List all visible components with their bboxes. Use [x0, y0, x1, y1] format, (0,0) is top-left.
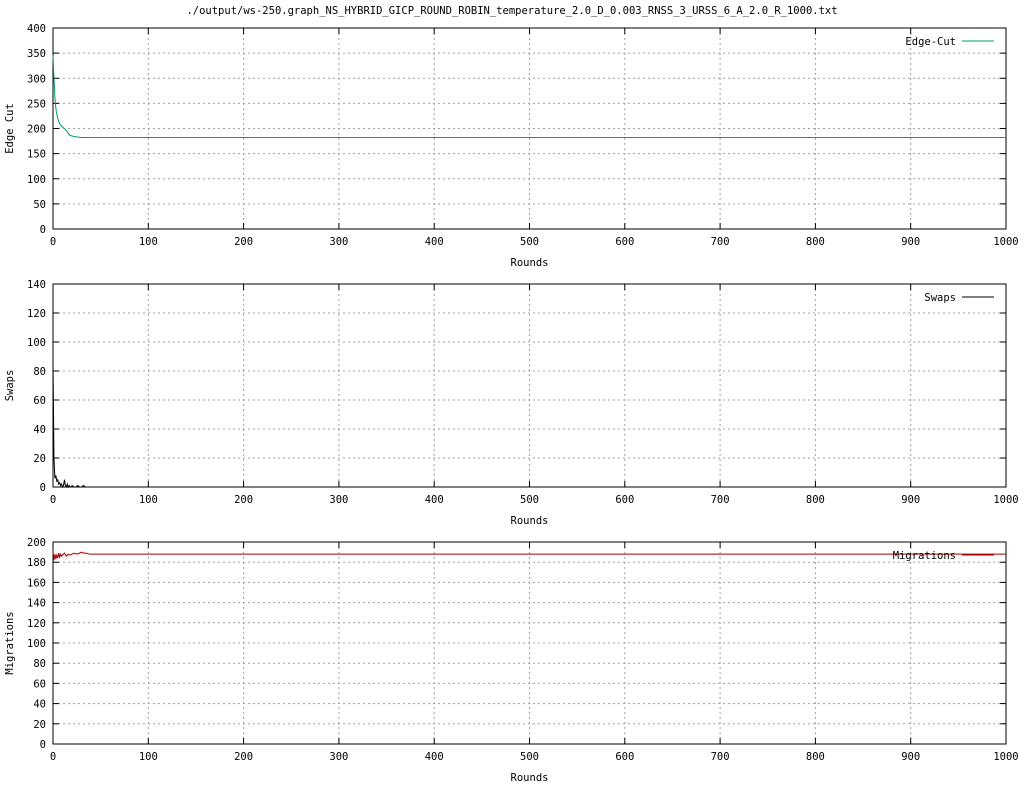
migrations-ytick-label: 0 [40, 739, 46, 751]
swaps-ytick-label: 120 [27, 308, 46, 320]
swaps-xtick-label: 700 [711, 494, 730, 506]
edge-cut-xtick-label: 400 [425, 236, 444, 248]
edge-cut-panel: 0 100 200 300 400 500 600 700 800 900 1000 0 50 100 15… [4, 23, 1019, 269]
migrations-ytick-label: 200 [27, 537, 46, 549]
migrations-xtick-label: 0 [50, 751, 56, 763]
edge-cut-legend-label: Edge-Cut [905, 36, 956, 48]
migrations-xtick-label: 200 [234, 751, 253, 763]
migrations-x-axis-label: Rounds [511, 772, 549, 784]
swaps-ytick-label: 80 [33, 366, 46, 378]
migrations-xtick-label: 900 [901, 751, 920, 763]
migrations-ytick-label: 80 [33, 658, 46, 670]
migrations-xtick-label: 1000 [993, 751, 1018, 763]
edge-cut-ytick-label: 300 [27, 73, 46, 85]
migrations-ytick-label: 100 [27, 638, 46, 650]
swaps-xtick-label: 900 [901, 494, 920, 506]
edge-cut-xtick-label: 500 [520, 236, 539, 248]
edge-cut-xtick-label: 700 [711, 236, 730, 248]
edge-cut-ytick-label: 400 [27, 23, 46, 35]
edge-cut-xtick-label: 0 [50, 236, 56, 248]
migrations-ytick-label: 160 [27, 577, 46, 589]
edge-cut-xtick-label: 1000 [993, 236, 1018, 248]
swaps-x-axis-label: Rounds [511, 515, 549, 527]
edge-cut-ytick-label: 0 [40, 224, 46, 236]
migrations-ytick-label: 120 [27, 618, 46, 630]
edge-cut-series-line [52, 55, 1006, 139]
edge-cut-y-axis-label: Edge Cut [4, 103, 16, 154]
swaps-panel: 0 100 200 300 400 500 600 700 800 900 1000 0 20 40 60 8… [4, 279, 1019, 527]
migrations-ytick-label: 140 [27, 598, 46, 610]
migrations-ytick-label: 40 [33, 699, 46, 711]
swaps-xtick-label: 600 [615, 494, 634, 506]
migrations-legend-label: Migrations [893, 550, 956, 562]
edge-cut-ytick-label: 350 [27, 48, 46, 60]
edge-cut-ytick-label: 200 [27, 124, 46, 136]
swaps-xtick-label: 1000 [993, 494, 1018, 506]
migrations-ytick-label: 60 [33, 678, 46, 690]
swaps-xtick-label: 0 [50, 494, 56, 506]
swaps-ytick-label: 100 [27, 337, 46, 349]
swaps-xtick-label: 400 [425, 494, 444, 506]
migrations-xtick-label: 100 [139, 751, 158, 763]
swaps-xtick-label: 800 [806, 494, 825, 506]
swaps-series-line [52, 362, 1006, 489]
migrations-ytick-label: 20 [33, 719, 46, 731]
migrations-y-axis-label: Migrations [4, 611, 16, 674]
swaps-ytick-label: 20 [33, 453, 46, 465]
edge-cut-xtick-label: 300 [329, 236, 348, 248]
swaps-ytick-label: 60 [33, 395, 46, 407]
edge-cut-xtick-label: 200 [234, 236, 253, 248]
migrations-panel: 0 100 200 300 400 500 600 700 800 900 1000 0 20 40 60 8… [4, 537, 1019, 784]
swaps-xtick-label: 100 [139, 494, 158, 506]
edge-cut-xtick-label: 600 [615, 236, 634, 248]
swaps-y-axis-label: Swaps [4, 370, 16, 402]
migrations-series-line [52, 551, 1006, 561]
swaps-ytick-label: 0 [40, 482, 46, 494]
migrations-xtick-label: 600 [615, 751, 634, 763]
edge-cut-x-axis-label: Rounds [511, 257, 549, 269]
edge-cut-ytick-label: 150 [27, 149, 46, 161]
swaps-legend-label: Swaps [924, 292, 956, 304]
figure-title: ./output/ws-250.graph_NS_HYBRID_GICP_ROU… [186, 5, 838, 17]
migrations-xtick-label: 500 [520, 751, 539, 763]
migrations-xtick-label: 800 [806, 751, 825, 763]
migrations-xtick-label: 400 [425, 751, 444, 763]
edge-cut-xtick-label: 900 [901, 236, 920, 248]
migrations-xtick-label: 300 [329, 751, 348, 763]
edge-cut-xtick-label: 100 [139, 236, 158, 248]
edge-cut-ytick-label: 250 [27, 98, 46, 110]
edge-cut-xtick-label: 800 [806, 236, 825, 248]
swaps-ytick-label: 40 [33, 424, 46, 436]
swaps-xtick-label: 500 [520, 494, 539, 506]
edge-cut-ytick-label: 50 [33, 199, 46, 211]
swaps-xtick-label: 300 [329, 494, 348, 506]
swaps-ytick-label: 140 [27, 279, 46, 291]
migrations-ytick-label: 180 [27, 557, 46, 569]
migrations-xtick-label: 700 [711, 751, 730, 763]
edge-cut-ytick-label: 100 [27, 174, 46, 186]
swaps-xtick-label: 200 [234, 494, 253, 506]
